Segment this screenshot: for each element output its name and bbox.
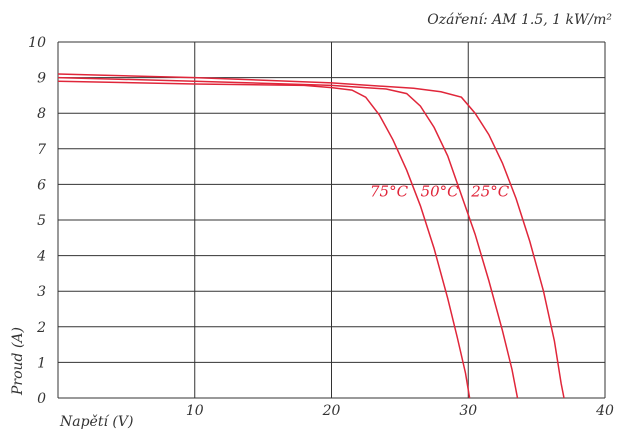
series-label: 25°C — [470, 183, 510, 201]
y-tick-label: 3 — [37, 284, 46, 300]
series-label: 75°C — [370, 183, 409, 201]
y-tick-label: 10 — [28, 35, 46, 51]
x-tick-label: 10 — [186, 403, 204, 419]
x-axis-label: Napětí (V) — [59, 414, 133, 430]
y-axis-label: Proud (A) — [10, 327, 26, 396]
x-tick-label: 40 — [595, 403, 614, 419]
chart-annotation: Ozáření: AM 1.5, 1 kW/m² — [427, 12, 612, 28]
series-line-25c — [57, 73, 565, 399]
x-tick-label: 30 — [459, 403, 477, 419]
y-tick-label: 8 — [37, 106, 46, 122]
y-tick-label: 0 — [37, 391, 46, 407]
curves — [57, 73, 565, 399]
y-tick-label: 2 — [36, 320, 46, 336]
y-tick-label: 9 — [37, 71, 46, 87]
grid — [57, 41, 606, 399]
y-tick-label: 7 — [37, 142, 46, 158]
series-label: 50°C — [421, 183, 460, 201]
series-line-50c — [57, 76, 519, 399]
series-line-75c — [57, 80, 471, 399]
curve-labels: 75°C 50°C 25°C — [370, 183, 510, 201]
y-tick-label: 4 — [36, 249, 46, 265]
y-tick-label: 6 — [37, 177, 46, 193]
y-tick-label: 5 — [37, 213, 46, 229]
y-tick-label: 1 — [37, 355, 46, 371]
tick-labels: 0 1 2 3 4 5 6 7 8 9 10 10 20 30 40 — [28, 35, 614, 419]
x-tick-label: 20 — [322, 403, 341, 419]
